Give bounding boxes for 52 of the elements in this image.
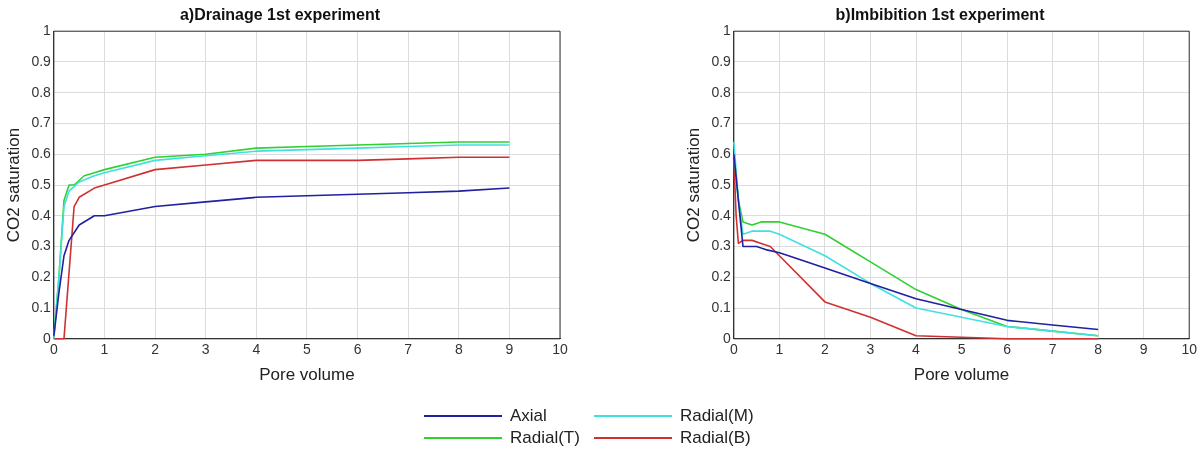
y-tick-label: 0.5 (31, 175, 52, 192)
legend-label: Radial(B) (679, 428, 751, 448)
y-tick-label: 0 (43, 329, 52, 346)
y-tick-label: 1 (43, 22, 52, 39)
y-tick-label: 0.4 (31, 206, 52, 223)
x-tick-label: 2 (821, 341, 830, 358)
chart-title: b)Imbibition 1st experiment (835, 6, 1046, 24)
y-tick-label: 0.6 (31, 145, 52, 162)
chart-title: a)Drainage 1st experiment (179, 6, 381, 24)
y-tick-label: 0.3 (31, 237, 52, 254)
y-tick-label: 0.3 (711, 237, 732, 254)
y-tick-label: 0.4 (711, 206, 732, 223)
y-tick-label: 0.9 (31, 52, 52, 69)
legend-label: Axial (510, 406, 547, 426)
y-tick-label: 0.5 (711, 175, 732, 192)
x-tick-label: 5 (957, 341, 966, 358)
y-tick-label: 0 (723, 329, 732, 346)
x-tick-label: 7 (404, 341, 413, 358)
x-tick-label: 9 (1139, 341, 1148, 358)
y-tick-label: 1 (723, 22, 732, 39)
x-axis-title: Pore volume (259, 365, 355, 385)
x-tick-label: 4 (912, 341, 921, 358)
y-axis-title: CO2 saturation (3, 127, 23, 243)
x-tick-label: 1 (775, 341, 784, 358)
y-tick-label: 0.1 (31, 298, 52, 315)
x-tick-label: 10 (1181, 341, 1198, 358)
y-tick-label: 0.9 (711, 52, 732, 69)
legend-label: Radial(M) (679, 406, 754, 426)
y-tick-label: 0.8 (711, 83, 732, 100)
x-axis-title: Pore volume (913, 365, 1010, 385)
legend-label: Radial(T) (510, 428, 580, 448)
x-tick-label: 9 (505, 341, 514, 358)
x-tick-label: 2 (151, 341, 160, 358)
y-tick-label: 0.2 (31, 268, 52, 285)
x-tick-label: 10 (552, 341, 568, 358)
x-tick-label: 8 (454, 341, 463, 358)
y-tick-label: 0.6 (711, 145, 732, 162)
y-tick-label: 0.7 (711, 114, 732, 131)
y-tick-label: 0.1 (711, 298, 732, 315)
y-tick-label: 0.2 (711, 268, 732, 285)
x-tick-label: 5 (303, 341, 312, 358)
y-tick-label: 0.7 (31, 114, 52, 131)
x-tick-label: 6 (1003, 341, 1012, 358)
y-tick-label: 0.8 (31, 83, 52, 100)
x-tick-label: 6 (353, 341, 362, 358)
x-tick-label: 4 (252, 341, 261, 358)
x-tick-label: 1 (100, 341, 109, 358)
x-tick-label: 3 (201, 341, 210, 358)
x-tick-label: 7 (1048, 341, 1057, 358)
x-tick-label: 3 (866, 341, 875, 358)
x-tick-label: 8 (1094, 341, 1103, 358)
y-axis-title: CO2 saturation (683, 127, 703, 243)
